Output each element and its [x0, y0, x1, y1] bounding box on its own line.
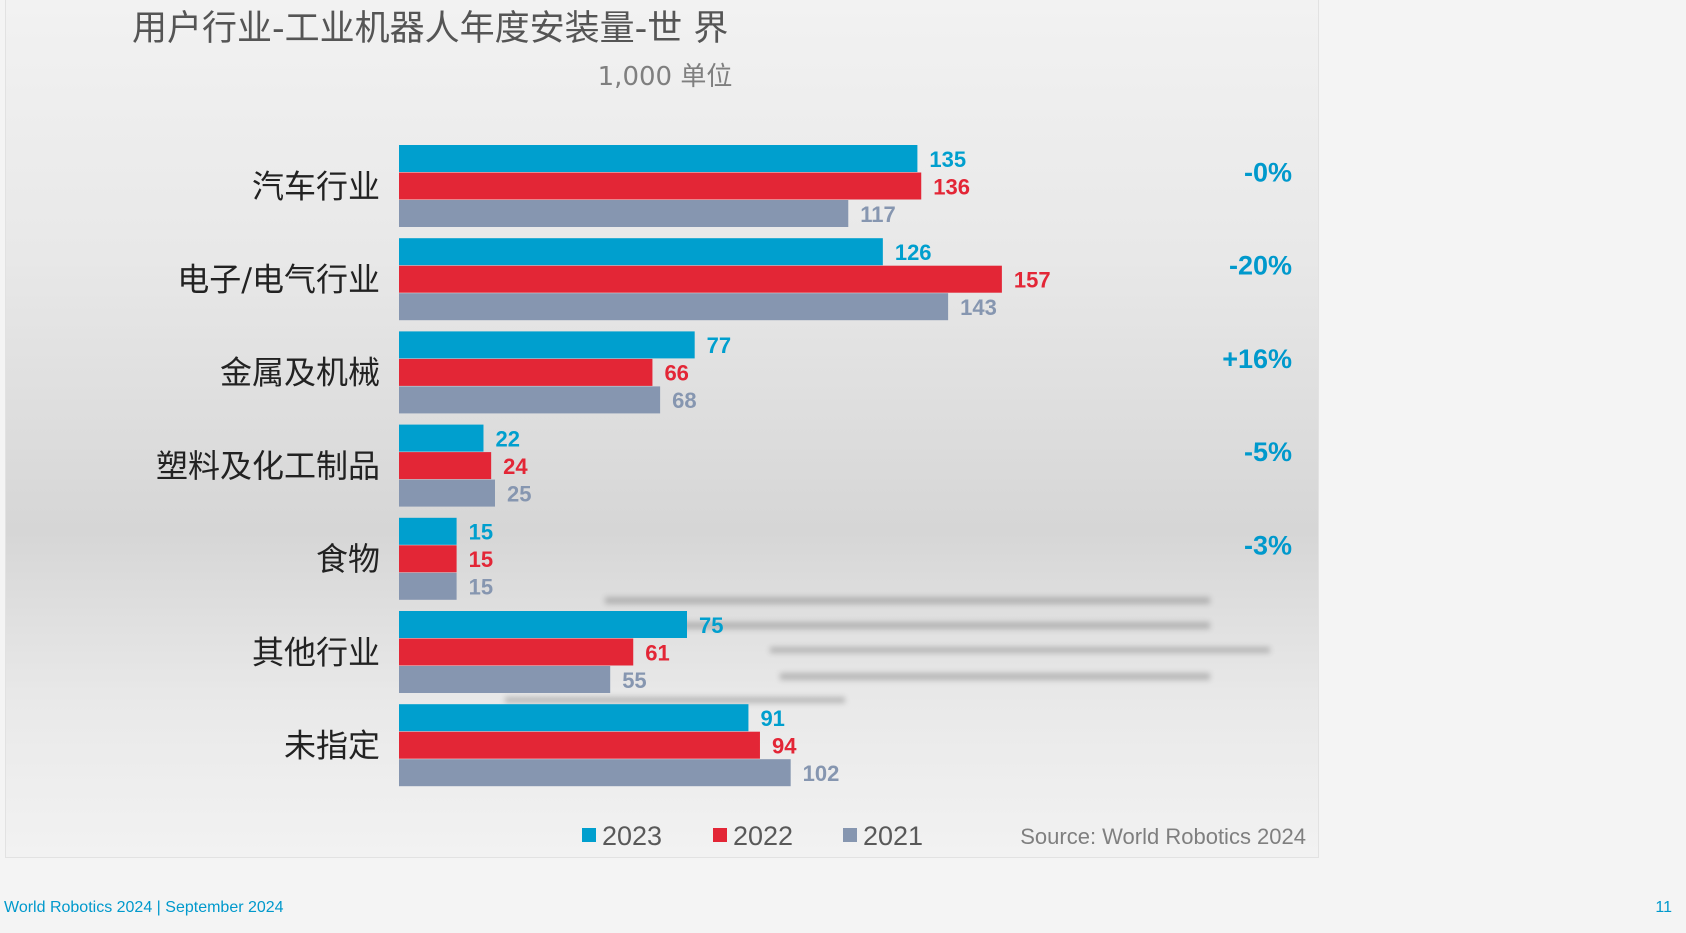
bar-2021 — [399, 666, 611, 693]
source-text: Source: World Robotics 2024 — [1020, 824, 1306, 849]
data-label-2023: 77 — [707, 333, 731, 358]
data-label-2023: 91 — [760, 706, 784, 731]
bar-2022 — [399, 265, 1002, 293]
legend-label-2022: 2022 — [733, 821, 793, 851]
chart-subtitle: 1,000 单位 — [598, 62, 733, 92]
page-number: 11 — [1655, 899, 1672, 916]
data-label-2022: 15 — [469, 547, 493, 572]
footer-left-text: World Robotics 2024 | September 2024 — [4, 899, 284, 916]
category-label: 金属及机械 — [220, 354, 380, 392]
data-label-2022: 24 — [503, 454, 528, 479]
bar-2022 — [399, 731, 760, 759]
bar-2023 — [399, 517, 457, 545]
data-label-2021: 68 — [672, 388, 696, 413]
category-label: 食物 — [316, 540, 380, 578]
data-label-2023: 15 — [469, 520, 493, 545]
legend-swatch-2022 — [713, 828, 727, 842]
category-label: 电子/电气行业 — [177, 260, 380, 298]
data-label-2021: 15 — [469, 575, 493, 600]
data-label-2021: 25 — [507, 481, 531, 506]
legend-swatch-2023 — [582, 828, 596, 842]
bar-2023 — [399, 704, 749, 732]
bar-2021 — [399, 572, 457, 600]
bar-2023 — [399, 331, 695, 359]
bar-2021 — [399, 293, 949, 321]
bar-2023 — [399, 145, 918, 172]
bar-2022 — [399, 638, 634, 666]
category-label: 汽车行业 — [252, 167, 380, 205]
data-label-2022: 61 — [645, 640, 669, 665]
change-label: -0% — [1244, 158, 1292, 188]
bar-2023 — [399, 238, 883, 266]
data-label-2023: 22 — [495, 426, 519, 451]
bar-2022 — [399, 358, 653, 386]
legend-swatch-2021 — [843, 828, 857, 842]
data-label-2022: 136 — [933, 174, 970, 199]
bar-2021 — [399, 200, 849, 227]
change-label: -3% — [1244, 530, 1292, 560]
data-label-2023: 135 — [929, 147, 966, 172]
data-label-2022: 66 — [664, 361, 688, 386]
category-label: 其他行业 — [252, 633, 380, 671]
bar-2021 — [399, 386, 661, 414]
legend-label-2021: 2021 — [863, 821, 923, 851]
data-label-2022: 94 — [772, 733, 797, 758]
bar-2023 — [399, 611, 687, 638]
data-label-2021: 117 — [860, 202, 896, 227]
bar-2023 — [399, 424, 484, 452]
data-label-2022: 157 — [1014, 267, 1051, 292]
change-label: +16% — [1222, 344, 1292, 374]
bar-2022 — [399, 172, 922, 200]
legend-label-2023: 2023 — [602, 821, 662, 851]
category-label: 塑料及化工制品 — [156, 447, 380, 485]
data-label-2021: 102 — [803, 761, 840, 786]
data-label-2023: 75 — [699, 613, 723, 638]
data-label-2021: 55 — [622, 668, 646, 693]
chart-title: 用户行业-工业机器人年度安装量-世 界 — [132, 9, 728, 49]
bar-2021 — [399, 479, 495, 507]
change-label: -20% — [1229, 251, 1292, 281]
background-blur-decoration — [505, 597, 1270, 703]
bar-2022 — [399, 452, 492, 480]
change-label: -5% — [1244, 437, 1292, 467]
category-label: 未指定 — [284, 726, 380, 764]
bar-2021 — [399, 759, 791, 787]
data-label-2023: 126 — [895, 240, 932, 265]
bar-2022 — [399, 545, 457, 573]
data-label-2021: 143 — [960, 295, 997, 320]
